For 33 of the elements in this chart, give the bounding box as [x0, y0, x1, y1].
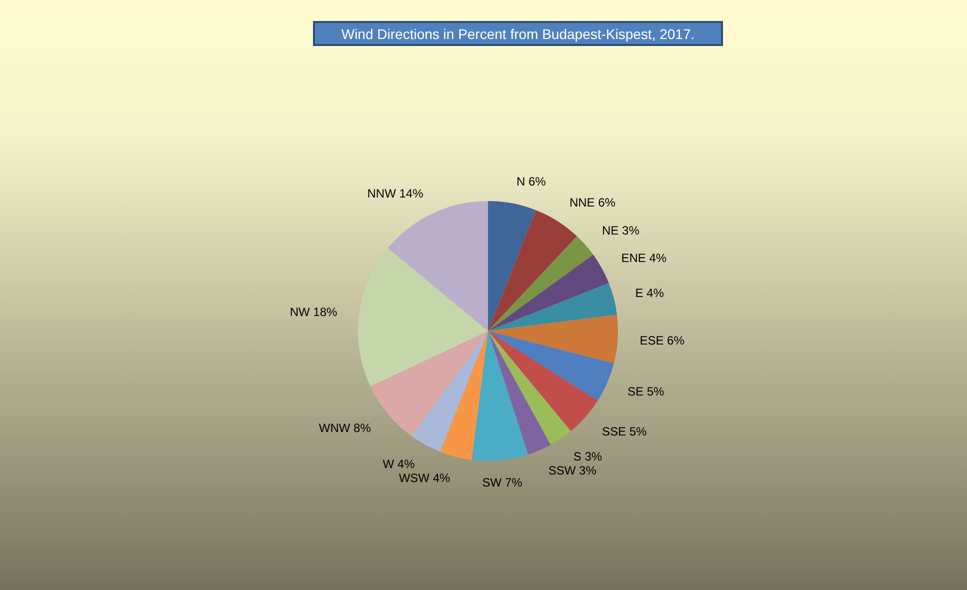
slice-label: SSW 3%: [548, 464, 597, 478]
slice-label: E 4%: [635, 286, 664, 300]
pie-slice: [412, 331, 488, 452]
slice-label: S 3%: [573, 450, 602, 464]
slice-label: ENE 4%: [621, 250, 667, 265]
pie-slice: [488, 254, 609, 331]
pie-slice: [358, 248, 488, 386]
slice-label: N 6%: [516, 174, 546, 189]
slice-label: ESE 6%: [640, 334, 685, 348]
pie-slice: [488, 331, 571, 445]
slice-label: W 4%: [382, 457, 416, 472]
pie-slice: [472, 331, 528, 461]
slice-label: NNE 6%: [569, 196, 616, 210]
chart-title: Wind Directions in Percent from Budapest-Kispest, 2017.: [313, 21, 723, 46]
pie-slice: [370, 331, 488, 436]
pie-slice: [488, 331, 614, 401]
pie-slice: [488, 331, 598, 432]
pie-slice: [388, 201, 488, 331]
slice-label: WNW 8%: [318, 420, 372, 435]
slice-label: NE 3%: [602, 223, 640, 238]
slice-label: SSE 5%: [602, 424, 648, 439]
pie-slice: [488, 210, 577, 331]
slice-label: NW 18%: [290, 304, 338, 319]
slice-label: WSW 4%: [398, 471, 451, 486]
pie-slice: [488, 201, 536, 331]
pie-slice: [488, 314, 618, 364]
pie-slice: [488, 331, 551, 455]
pie-slice: [488, 283, 617, 331]
slice-label: NNW 14%: [367, 186, 424, 200]
pie-slice: [440, 331, 488, 460]
pie-slice: [488, 236, 594, 331]
slice-label: SE 5%: [628, 384, 665, 398]
slice-label: SW 7%: [482, 475, 523, 490]
